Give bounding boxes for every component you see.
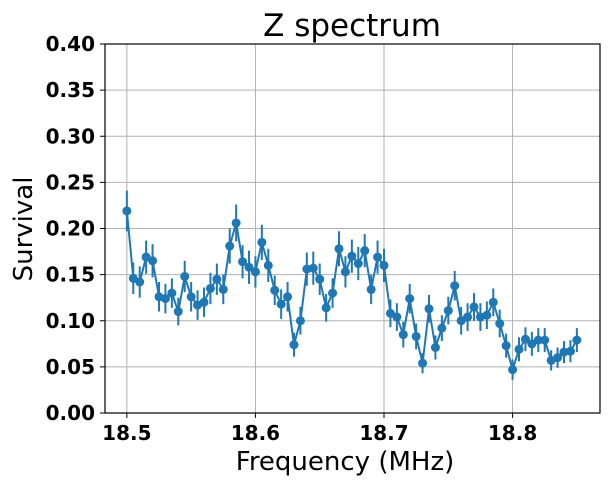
y-tick-label: 0.00 <box>46 401 95 425</box>
y-axis-label: Survival <box>9 177 39 282</box>
data-point <box>295 316 305 326</box>
data-point <box>270 285 280 295</box>
data-point <box>244 262 254 272</box>
data-point <box>463 312 473 322</box>
data-point <box>373 252 383 262</box>
data-point <box>250 267 260 277</box>
data-point <box>520 334 530 344</box>
data-point <box>353 259 363 269</box>
data-point <box>405 294 415 304</box>
data-point <box>289 340 299 350</box>
data-point <box>488 297 498 307</box>
data-point <box>418 358 428 368</box>
data-point <box>411 331 421 341</box>
data-point <box>238 257 248 267</box>
data-point <box>482 310 492 320</box>
data-point <box>276 299 286 309</box>
x-axis-label: Frequency (MHz) <box>236 447 455 477</box>
data-point <box>501 341 511 351</box>
data-point <box>424 304 434 314</box>
y-tick-label: 0.15 <box>46 263 95 287</box>
data-point <box>540 335 550 345</box>
data-point <box>180 271 190 281</box>
data-point <box>340 267 350 277</box>
data-point <box>379 260 389 270</box>
data-point <box>135 277 145 287</box>
data-point <box>443 306 453 316</box>
data-point <box>392 312 402 322</box>
data-point <box>514 344 524 354</box>
data-point <box>495 319 505 329</box>
data-point <box>122 206 132 216</box>
x-tick-label: 18.6 <box>231 421 280 445</box>
data-point <box>212 274 222 284</box>
x-tick-label: 18.5 <box>102 421 151 445</box>
data-point <box>437 323 447 333</box>
data-point <box>334 244 344 254</box>
data-point <box>167 288 177 298</box>
data-point <box>469 302 479 312</box>
y-tick-label: 0.35 <box>46 78 95 102</box>
grid <box>105 43 600 414</box>
data-point <box>321 303 331 313</box>
x-tick-label: 18.7 <box>359 421 408 445</box>
y-tick-label: 0.30 <box>46 124 95 148</box>
data-point <box>160 294 170 304</box>
data-point <box>450 281 460 291</box>
data-point <box>199 297 209 307</box>
data-point <box>360 246 370 256</box>
series-group <box>122 190 582 380</box>
data-point <box>572 335 582 345</box>
data-point <box>186 292 196 302</box>
data-point <box>231 218 241 228</box>
data-point <box>283 292 293 302</box>
data-point <box>173 307 183 317</box>
y-tick-label: 0.10 <box>46 309 95 333</box>
y-tick-label: 0.20 <box>46 217 95 241</box>
data-point <box>257 237 267 247</box>
chart-title: Z spectrum <box>263 8 441 44</box>
data-point <box>218 284 228 294</box>
x-tick-label: 18.8 <box>488 421 537 445</box>
y-tick-label: 0.05 <box>46 355 95 379</box>
y-tick-label: 0.40 <box>46 32 95 56</box>
data-point <box>205 283 215 293</box>
data-point <box>533 335 543 345</box>
data-point <box>225 241 235 251</box>
data-point <box>148 256 158 266</box>
data-point <box>565 346 575 356</box>
data-point <box>328 288 338 298</box>
data-point <box>508 365 518 375</box>
tick-group: 18.5 18.6 18.7 18.8 0.00 0.05 0.10 0.15 0.20 0.25… <box>46 32 538 445</box>
data-point <box>263 260 273 270</box>
data-point <box>553 353 563 363</box>
data-point <box>398 330 408 340</box>
data-point <box>315 274 325 284</box>
data-point <box>430 343 440 353</box>
data-point <box>308 263 318 273</box>
y-tick-label: 0.25 <box>46 170 95 194</box>
data-point <box>347 251 357 261</box>
data-point <box>366 284 376 294</box>
